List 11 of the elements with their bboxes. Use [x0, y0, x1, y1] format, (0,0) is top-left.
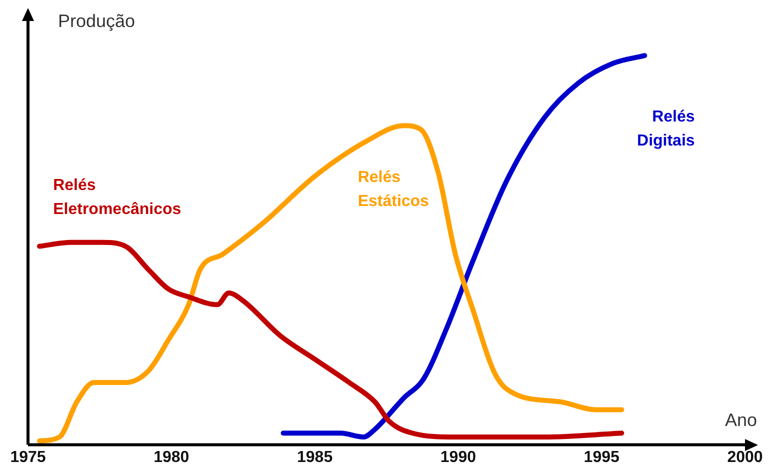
x-tick-label: 1980 [154, 448, 190, 466]
text: Relés Digitais [637, 108, 695, 150]
series-label: Relés Estáticos [358, 169, 430, 210]
y-axis-title: Produção [58, 10, 136, 31]
x-tick-label: 1990 [440, 448, 476, 466]
x-tick-label: 1995 [584, 448, 620, 466]
x-tick-label: 1985 [297, 448, 333, 466]
series-label: Relés Eletromecânicos [53, 177, 182, 218]
x-axis-title: Ano [724, 410, 757, 430]
x-tick-label: 2000 [727, 448, 763, 466]
x-tick-label: 1975 [10, 448, 46, 466]
